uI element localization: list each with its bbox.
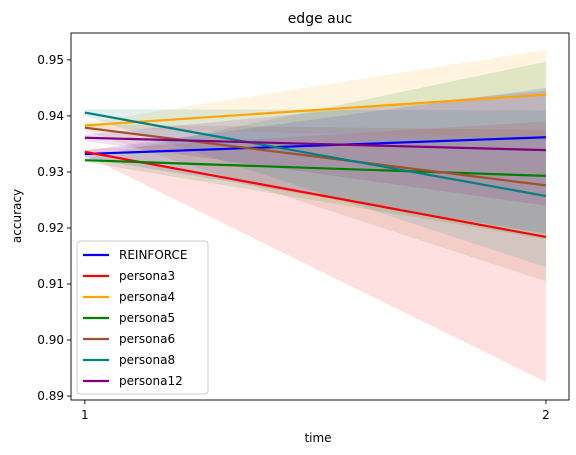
legend-label-REINFORCE: REINFORCE	[119, 248, 187, 262]
y-tick-label: 0.90	[37, 333, 64, 347]
legend-label-persona12: persona12	[119, 374, 183, 388]
legend-label-persona6: persona6	[119, 332, 175, 346]
legend-frame	[76, 240, 209, 395]
plot-frame	[70, 32, 570, 401]
band-persona4	[84, 49, 546, 139]
y-tick-label: 0.91	[37, 277, 64, 291]
x-tick-label: 1	[81, 408, 89, 422]
series-lines	[84, 93, 547, 239]
band-REINFORCE	[84, 87, 546, 234]
y-axis-label: accuracy	[10, 189, 24, 243]
y-tick-label: 0.89	[37, 389, 64, 403]
legend-label-persona4: persona4	[119, 290, 175, 304]
band-persona5	[84, 61, 546, 240]
x-tick-label: 2	[542, 408, 550, 422]
line-persona3	[84, 150, 547, 239]
y-axis: 0.89 0.90 0.91 0.92 0.93 0.94 0.95	[37, 53, 71, 403]
line-persona5	[84, 159, 546, 177]
legend-label-persona8: persona8	[119, 353, 175, 367]
legend-label-persona5: persona5	[119, 311, 175, 325]
line-persona4	[84, 93, 547, 127]
chart-title: edge auc	[288, 11, 353, 27]
band-persona3	[84, 121, 546, 383]
line-persona8	[84, 111, 547, 198]
band-persona12	[84, 90, 546, 206]
x-axis-label: time	[304, 431, 331, 445]
y-tick-label: 0.93	[37, 165, 64, 179]
legend-label-persona3: persona3	[119, 269, 175, 283]
line-persona12	[84, 136, 546, 152]
band-persona8	[84, 109, 546, 268]
confidence-bands	[84, 49, 546, 383]
line-REINFORCE	[84, 136, 546, 156]
legend: REINFORCE persona3 persona4 persona5 persona…	[76, 240, 209, 395]
y-tick-label: 0.94	[37, 109, 64, 123]
y-tick-label: 0.95	[37, 53, 64, 67]
y-tick-label: 0.92	[37, 221, 64, 235]
line-persona6	[84, 126, 547, 187]
